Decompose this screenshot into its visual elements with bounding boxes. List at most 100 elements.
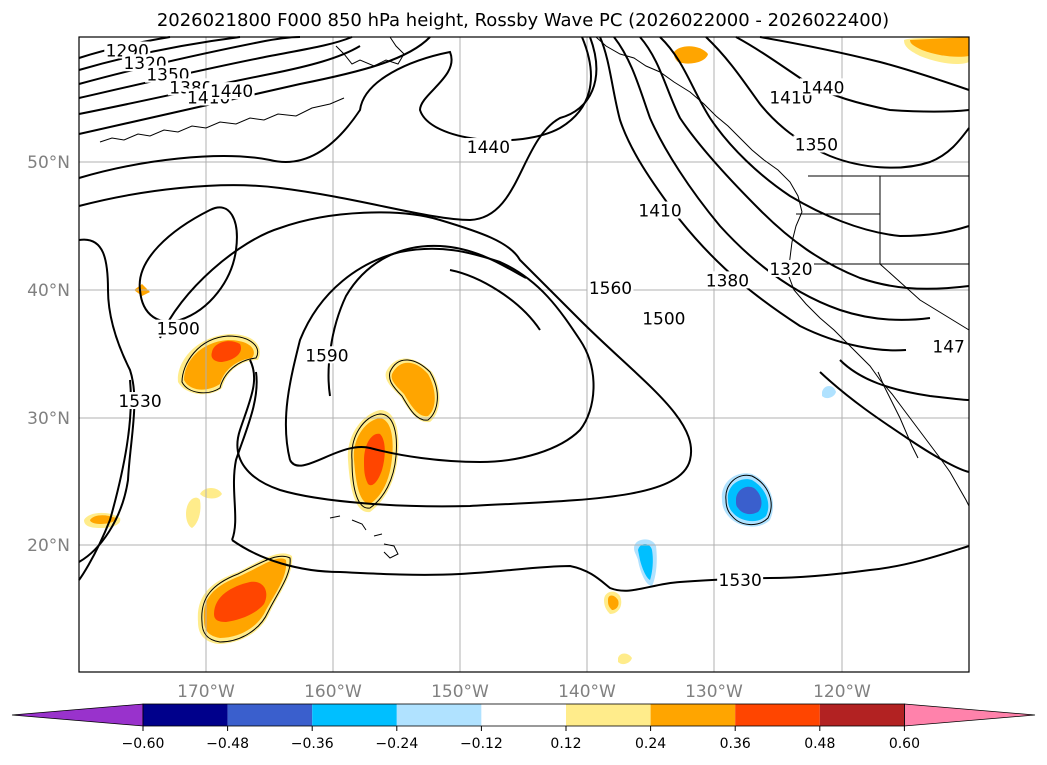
contour-line — [449, 269, 541, 331]
colorbar-box — [227, 704, 313, 726]
colorbar-tick-label: −0.12 — [460, 736, 503, 752]
positive-anomaly-area — [674, 46, 708, 64]
negative-anomaly-area — [736, 486, 762, 515]
colorbar-box — [396, 704, 482, 726]
contour-label: 1530 — [719, 571, 762, 591]
contour-line — [284, 247, 595, 467]
negative-anomaly-area — [638, 544, 653, 580]
contour-label-background — [704, 271, 751, 289]
positive-anomaly-area — [211, 341, 242, 362]
contour-line — [78, 379, 132, 581]
colorbar-box — [650, 704, 736, 726]
colorbar-tick-label: 0.36 — [720, 736, 751, 752]
positive-anomaly-area — [364, 433, 385, 486]
contour-line — [78, 36, 592, 179]
colorbar-frame — [142, 703, 905, 727]
contour-label-background — [117, 392, 164, 410]
state-border — [800, 263, 970, 331]
contour-line — [231, 539, 970, 592]
lon-tick-label: 150°W — [431, 682, 489, 702]
lon-tick-label: 160°W — [304, 682, 362, 702]
colorbar-box — [481, 704, 566, 726]
contour-label: 147 — [932, 337, 964, 357]
contour-label-background — [640, 309, 687, 327]
lon-tick-label: 120°W — [813, 682, 871, 702]
contour-label: 1410 — [638, 202, 681, 222]
contour-label: 1440 — [467, 138, 510, 158]
lon-tick-label: 130°W — [685, 682, 743, 702]
colorbar-tick-label: 0.60 — [889, 736, 920, 752]
negative-anomaly-area — [822, 386, 836, 399]
contour-line — [78, 36, 353, 99]
lat-tick-label: 40°N — [27, 281, 70, 301]
contour-label-background — [303, 346, 350, 364]
contour-line — [231, 371, 258, 541]
positive-anomaly-area — [186, 497, 201, 528]
contour-label-background — [637, 201, 684, 219]
contour-label: 1590 — [305, 346, 348, 366]
contour-label: 1440 — [801, 78, 844, 98]
positive-anomaly-area — [391, 362, 435, 417]
contour-label-background — [587, 279, 634, 296]
anomaly-outline — [201, 555, 291, 643]
colorbar-extend-min — [11, 703, 144, 727]
height-contours — [78, 36, 970, 592]
contour-line — [599, 36, 907, 352]
contour-line — [659, 36, 970, 238]
colorbar-ticks: −0.60 −0.48 −0.36 −0.24 −0.12 0.12 0.24 0.36 0.4… — [122, 726, 920, 752]
map-title: 2026021800 F000 850 hPa height, Rossby W… — [157, 10, 889, 31]
positive-anomaly-area — [618, 653, 632, 665]
lat-tick-label: 50°N — [27, 153, 70, 173]
colorbar-tick-label: −0.60 — [122, 736, 165, 752]
anomaly-outlines — [181, 335, 772, 643]
colorbar-tick-label: 0.24 — [635, 736, 666, 752]
map-panel: 1290132013501380141014401440141013801560… — [78, 36, 970, 673]
contour-line — [839, 359, 970, 401]
contour-label-background — [799, 78, 846, 96]
positive-anomaly-area — [214, 581, 267, 622]
contour-line — [159, 211, 693, 508]
contour-line — [819, 371, 970, 473]
contour-label-background — [465, 138, 512, 156]
colorbar-tick-label: 0.12 — [550, 736, 581, 752]
contour-label: 1380 — [706, 271, 749, 291]
contour-label: 1530 — [118, 392, 161, 412]
lon-tick-label: 170°W — [177, 682, 235, 702]
latitude-ticks: 50°N 40°N 30°N 20°N — [27, 153, 70, 556]
hawaiian-islands — [329, 515, 399, 559]
lon-tick-label: 140°W — [558, 682, 616, 702]
longitude-ticks: 170°W 160°W 150°W 140°W 130°W 120°W — [177, 682, 871, 702]
contour-line — [78, 36, 301, 85]
contour-label: 1320 — [769, 260, 812, 280]
pc-shading — [84, 37, 969, 665]
positive-anomaly-area — [910, 37, 969, 57]
contour-label: 1350 — [795, 135, 838, 155]
colorbar-tick-label: −0.36 — [291, 736, 334, 752]
anomaly-outline — [725, 474, 772, 525]
colorbar-boxes — [11, 703, 1036, 727]
colorbar-box — [735, 704, 820, 726]
colorbar-box — [143, 704, 228, 726]
contour-labels: 1290132013501380141014401440141013801560… — [104, 41, 967, 591]
aleutian-islands — [99, 97, 345, 143]
colorbar-box — [819, 704, 905, 726]
contour-label: 1560 — [589, 279, 632, 299]
contour-line — [613, 36, 931, 321]
contour-line — [735, 36, 970, 113]
coastlines — [99, 36, 970, 559]
map-frame — [78, 36, 970, 673]
alaska-panhandle-coast — [595, 36, 803, 213]
anomaly-outline — [181, 335, 259, 394]
colorbar-tick-label: −0.48 — [206, 736, 249, 752]
colorbar-box — [566, 704, 651, 726]
colorbar-tick-label: −0.24 — [375, 736, 418, 752]
contour-line — [78, 238, 136, 563]
contour-label-background — [793, 135, 840, 153]
contour-label-background — [768, 259, 814, 277]
contour-line — [639, 36, 970, 290]
contour-label-background — [208, 82, 255, 100]
contour-label-background — [155, 319, 202, 337]
anomaly-outline — [351, 413, 397, 509]
colorbar-box — [312, 704, 397, 726]
